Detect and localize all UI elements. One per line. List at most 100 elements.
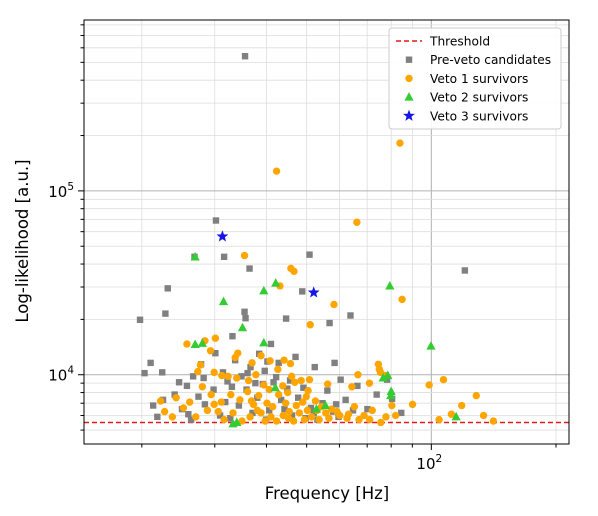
veto1-point [253,406,261,415]
veto1-point [303,406,312,415]
pre-veto-point [187,416,195,423]
pre-veto-point [242,314,249,322]
veto1-point [274,365,282,374]
x-axis-label: Frequency [Hz] [265,484,389,503]
veto1-point [489,417,498,425]
pre-veto-point [281,405,288,413]
pre-veto-point [185,411,192,418]
legend: Threshold Pre-veto candidates Veto 1 survi… [388,27,562,130]
pre-veto-point [261,367,268,375]
veto1-point [274,390,283,399]
veto2-point [190,251,200,261]
legend-label: Veto 3 survivors [430,109,528,123]
veto1-point [224,372,232,381]
pre-veto-point [292,353,299,361]
veto1-point [307,413,316,421]
pre-veto-point [212,349,219,357]
pre-veto-point [311,363,318,371]
veto1-point [290,267,298,276]
veto1-point [298,398,307,406]
veto2-point [197,338,207,347]
y-tick-label: 104 [48,365,74,385]
pre-veto-point [247,363,254,371]
veto1-point [322,409,330,417]
pre-veto-point [337,376,344,383]
veto1-point [304,386,312,395]
veto1-point [196,361,205,369]
pre-veto-point [246,265,253,272]
veto1-point [233,374,241,382]
axis-ticks: 102 104 105 [48,24,557,473]
veto1-point [263,399,271,407]
veto1-point [305,375,314,384]
veto1-point [260,381,268,389]
pre-veto-point [229,333,236,340]
pre-veto-point [141,369,148,377]
veto1-point [425,381,433,389]
pre-veto-point [216,412,224,419]
veto1-point [267,413,275,421]
veto1-point [439,375,448,384]
veto1-point [377,418,385,427]
veto1-point [214,407,223,416]
pre-veto-point [154,413,161,421]
veto1-point [265,385,273,394]
veto1-point [300,415,309,424]
x-tick-label: 102 [416,453,442,473]
pre-veto-point [286,377,294,384]
pre-veto-point [228,383,236,390]
veto1-point [244,376,253,385]
veto1-point [261,417,269,425]
legend-label: Veto 2 survivors [430,91,528,105]
veto1-point [366,415,374,424]
veto1-point [408,400,417,409]
veto1-point [183,340,191,348]
veto1-point [291,378,299,386]
veto1-point [168,413,177,421]
veto1-point [186,398,194,406]
veto1-point [210,368,218,377]
veto1-point [306,321,314,329]
veto2-point [451,411,461,421]
pre-veto-point [136,316,144,323]
pre-veto-point [227,415,234,422]
veto1-point [348,383,356,391]
veto1-point [280,356,288,364]
pre-veto-point [220,253,228,260]
veto1-point [207,390,215,399]
veto1-point [269,403,277,411]
veto1-point [220,415,228,424]
veto1-point [435,415,443,424]
veto1-point [156,397,165,405]
veto1-point [160,407,169,416]
veto1-point [354,371,362,379]
pre-veto-point [461,267,469,274]
veto2-point [385,280,395,290]
pre-veto-point [222,398,229,406]
pre-veto-point [342,396,349,404]
pre-veto-point [164,285,171,292]
y-tick-label: 105 [48,181,74,201]
veto1-point [327,405,336,413]
legend-veto1-point-swatch [405,74,413,83]
veto1-point [368,406,376,415]
veto1-point [286,359,295,368]
pre-veto-point [244,369,251,377]
veto2-point [218,296,229,306]
veto2-point [259,285,269,295]
veto1-point [323,380,332,388]
veto1-point [211,334,220,342]
veto2-point [228,418,238,428]
pre-veto-point [332,401,340,408]
veto1-point [292,401,300,410]
legend-label: Threshold [429,35,490,49]
veto2-point [311,404,322,413]
pre-veto-point [306,251,313,258]
veto1-point [289,417,298,425]
pre-veto-point [275,359,282,367]
pre-veto-point [212,217,220,224]
y-axis-label: Log-likelihood [a.u.] [13,159,32,322]
veto1-point [257,351,265,360]
veto1-point [353,218,361,226]
veto2-point [270,382,280,392]
